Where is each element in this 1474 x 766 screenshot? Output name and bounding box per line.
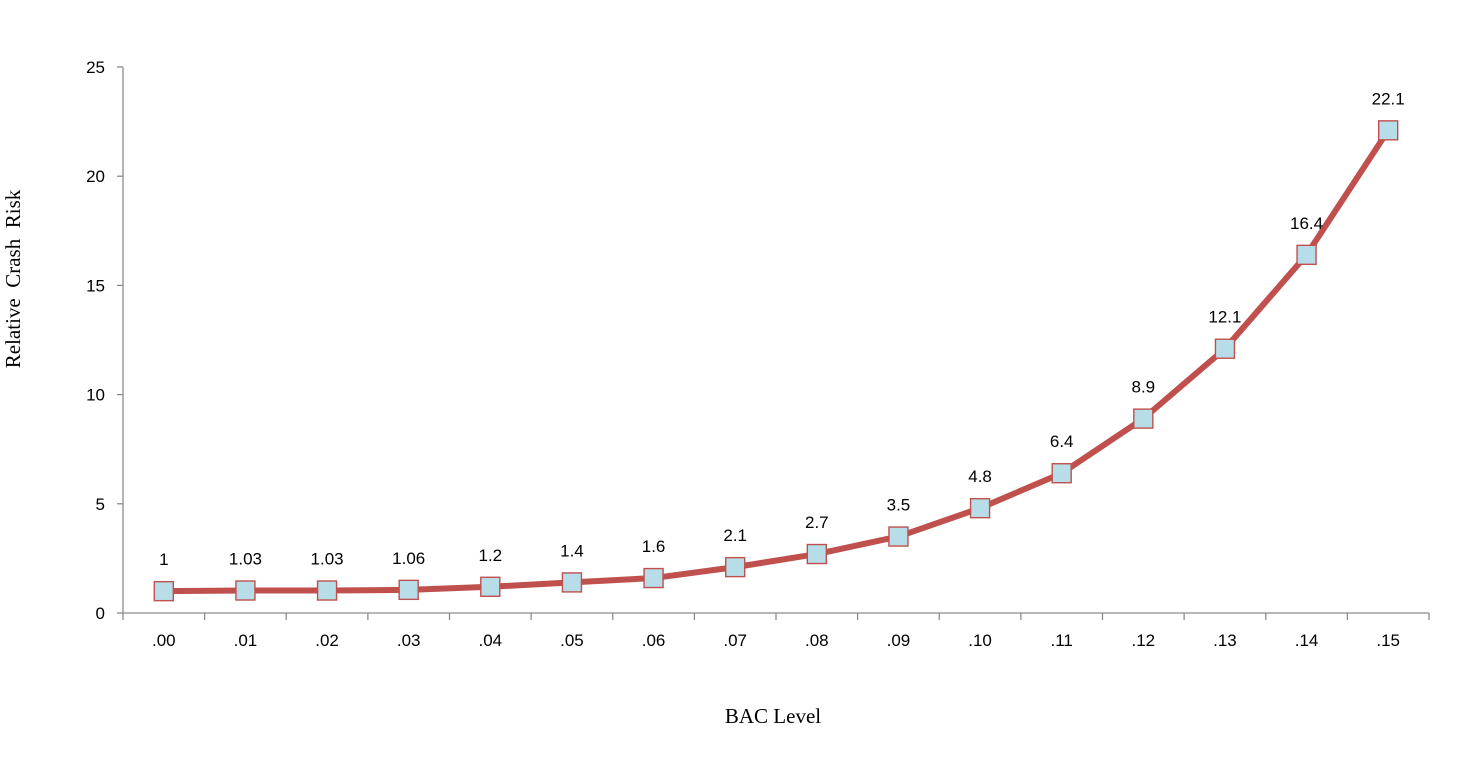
data-point-marker xyxy=(561,572,583,593)
data-labels: 1 1.03 1.03 1.06 1.2 1.4 1.6 2.1 2.7 3.5 4.8 6.4 8.9… xyxy=(159,89,1405,569)
x-axis: .00 .01 .02 .03 .04 .05 .06 .07 .08 .09 .10 .11 .12.… xyxy=(122,612,1430,650)
data-label: 1.6 xyxy=(642,537,666,556)
x-tick-label: .05 xyxy=(560,631,584,650)
y-ticks: 0 5 10 15 20 25 xyxy=(86,58,123,623)
data-point-marker xyxy=(1377,120,1399,141)
data-point-marker xyxy=(1296,244,1317,266)
data-label: 1.03 xyxy=(229,550,262,569)
x-tick-label: .15 xyxy=(1376,631,1400,650)
data-label: 16.4 xyxy=(1290,214,1323,233)
x-tick-label: .11 xyxy=(1051,631,1073,650)
x-tick-label: .04 xyxy=(478,631,502,650)
data-point-marker xyxy=(1051,463,1072,484)
data-label: 1.4 xyxy=(560,541,584,560)
y-tick-label: 5 xyxy=(96,495,105,514)
data-label: 1.03 xyxy=(311,550,344,569)
data-label: 3.5 xyxy=(887,496,911,515)
data-label: 1.06 xyxy=(392,549,425,568)
data-point-marker xyxy=(480,576,501,597)
x-tick-label: .00 xyxy=(152,631,176,650)
y-axis: 0 5 10 15 20 25 xyxy=(86,58,124,623)
data-point-marker xyxy=(643,567,664,589)
data-point-marker xyxy=(1214,338,1236,359)
x-tick-label: .07 xyxy=(723,631,747,650)
data-point-marker xyxy=(235,580,256,601)
data-point-marker xyxy=(806,543,828,565)
data-point-marker xyxy=(316,580,338,601)
data-label: 12.1 xyxy=(1208,308,1241,327)
y-tick-label: 10 xyxy=(86,386,105,405)
series-line xyxy=(160,127,1392,595)
x-ticks: .00 .01 .02 .03 .04 .05 .06 .07 .08 .09 .10 .11 .12.… xyxy=(122,613,1430,650)
data-point-marker xyxy=(888,526,909,547)
x-tick-label: .06 xyxy=(642,631,666,650)
x-tick-label: .01 xyxy=(234,631,258,650)
data-point-marker xyxy=(153,580,175,602)
data-label: 1.2 xyxy=(478,546,502,565)
y-tick-label: 20 xyxy=(86,167,105,186)
data-point-marker xyxy=(1133,408,1154,429)
data-point-marker xyxy=(969,497,991,519)
y-axis-title: Relative Crash Risk xyxy=(1,189,25,368)
data-label: 2.1 xyxy=(723,526,747,545)
x-tick-label: .12 xyxy=(1131,631,1155,650)
y-tick-label: 15 xyxy=(86,276,105,295)
x-tick-label: .02 xyxy=(315,631,339,650)
data-label: 1 xyxy=(159,550,168,569)
y-tick-label: 0 xyxy=(96,604,105,623)
data-label: 2.7 xyxy=(805,513,829,532)
data-point-marker xyxy=(398,579,419,601)
x-tick-label: .09 xyxy=(887,631,911,650)
x-tick-label: .13 xyxy=(1213,631,1237,650)
data-label: 6.4 xyxy=(1050,432,1074,451)
x-tick-label: .08 xyxy=(805,631,829,650)
x-tick-label: .03 xyxy=(397,631,421,650)
data-label: 22.1 xyxy=(1372,89,1405,108)
x-tick-label: .10 xyxy=(968,631,992,650)
data-label: 4.8 xyxy=(968,467,992,486)
data-point-marker xyxy=(724,556,746,578)
x-axis-title: BAC Level xyxy=(725,704,821,728)
x-tick-label: .14 xyxy=(1295,631,1319,650)
y-tick-label: 25 xyxy=(86,58,105,77)
series-layer xyxy=(153,120,1399,602)
data-label: 8.9 xyxy=(1131,378,1155,397)
